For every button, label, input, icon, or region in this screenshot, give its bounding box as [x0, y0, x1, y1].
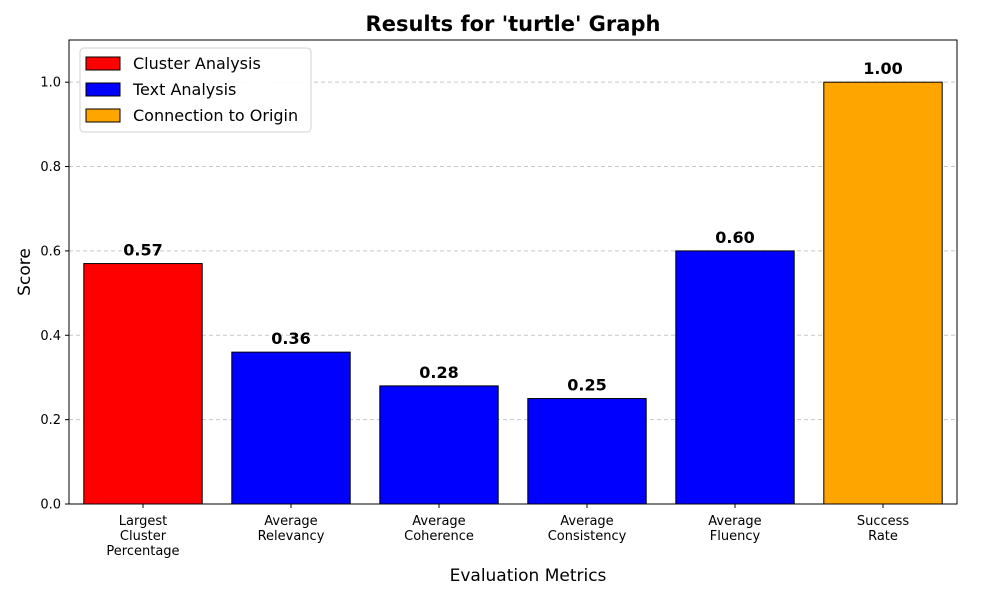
legend-label: Text Analysis: [132, 80, 236, 99]
y-axis: 0.0 0.2 0.4 0.6 0.8 1.0: [40, 76, 69, 513]
x-axis: LargestClusterPercentageAverageRelevancy…: [106, 504, 909, 559]
x-tick-label: Average: [412, 514, 465, 529]
y-tick-label: 0.4: [40, 329, 61, 344]
y-tick-label: 1.0: [40, 76, 61, 91]
x-tick-label: Largest: [119, 514, 167, 529]
legend-swatch: [85, 108, 121, 123]
legend-label: Cluster Analysis: [133, 54, 261, 73]
legend-label: Connection to Origin: [133, 106, 298, 125]
x-tick-label: Relevancy: [258, 529, 325, 544]
bar-value-label: 0.57: [123, 241, 162, 260]
x-tick-label: Consistency: [548, 529, 627, 544]
x-tick-label: Success: [857, 514, 910, 529]
y-tick-label: 0.0: [40, 498, 61, 513]
legend-swatch: [85, 82, 121, 97]
chart-title: Results for 'turtle' Graph: [366, 12, 661, 36]
bar-value-label: 0.60: [715, 228, 754, 247]
x-tick-label: Average: [264, 514, 317, 529]
bars: [83, 81, 943, 505]
x-tick-label: Percentage: [106, 544, 179, 559]
x-tick-label: Fluency: [710, 529, 761, 544]
value-labels: 0.57 0.36 0.28 0.25 0.60 1.00: [123, 59, 902, 394]
bar: [231, 351, 351, 505]
bar-value-label: 0.28: [419, 363, 458, 382]
bar-value-label: 0.36: [271, 329, 310, 348]
y-tick-label: 0.6: [40, 244, 61, 259]
plot-frame: [68, 39, 958, 505]
bar: [527, 398, 647, 505]
bar: [83, 263, 203, 505]
bar-value-label: 0.25: [567, 376, 606, 395]
bar-value-label: 1.00: [863, 59, 902, 78]
bar: [823, 81, 943, 505]
y-tick-label: 0.2: [40, 413, 61, 428]
bar: [675, 250, 795, 505]
x-tick-label: Cluster: [120, 529, 167, 544]
legend-swatch: [85, 56, 121, 71]
x-tick-label: Rate: [868, 529, 898, 544]
x-axis-label: Evaluation Metrics: [450, 566, 607, 586]
legend-box: [79, 47, 312, 133]
x-tick-label: Coherence: [404, 529, 474, 544]
legend: Cluster Analysis Text Analysis Connection …: [79, 47, 312, 133]
y-tick-label: 0.8: [40, 160, 61, 175]
bar: [379, 385, 499, 505]
y-axis-label: Score: [15, 248, 35, 296]
x-tick-label: Average: [560, 514, 613, 529]
x-tick-label: Average: [708, 514, 761, 529]
